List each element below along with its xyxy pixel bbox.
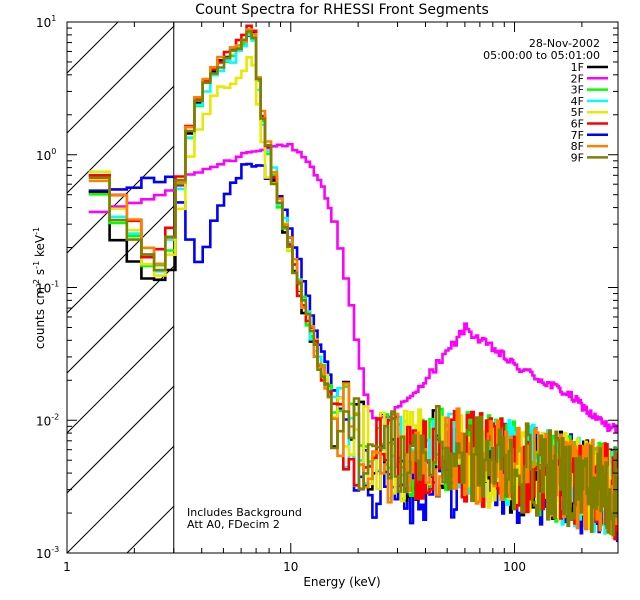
y-tick-label: 10-2 [36,412,59,428]
legend-label-7F: 7F [571,129,584,142]
axis-ticks [66,21,618,554]
x-tick-label: 10 [283,560,298,574]
x-tick-labels: 1 10 100 [63,560,526,574]
time-range: 05:00:00 to 05:01:00 [483,49,600,62]
series-line-9F [88,30,618,537]
x-axis-label: Energy (keV) [303,575,380,589]
y-tick-label: 100 [36,147,56,163]
y-tick-label: 10-1 [36,280,59,296]
hatch-line [67,265,174,374]
x-tick-label: 100 [503,560,526,574]
chart-title: Count Spectra for RHESSI Front Segments [195,2,489,18]
y-tick-label: 101 [36,14,56,30]
legend-label-2F: 2F [571,72,584,85]
x-tick-label: 1 [63,560,71,574]
legend-label-5F: 5F [571,106,584,119]
annotation-attenuator: Att A0, FDecim 2 [187,518,280,531]
observation-date: 28-Nov-2002 [529,37,600,50]
legend-label-6F: 6F [571,118,584,131]
excluded-region-hatch [67,22,174,553]
y-tick-label: 10-3 [36,545,59,561]
legend-label-3F: 3F [571,84,584,97]
hatch-line [67,445,174,553]
legend-label-4F: 4F [571,95,584,108]
series-line-2F [88,142,618,434]
hatch-line [67,205,174,314]
hatch-line [67,25,174,134]
y-axis-label: counts cm-2 s-1 keV-1 [32,227,47,349]
legend-label-8F: 8F [571,140,584,153]
y-tick-labels: 10-3 10-2 10-1 100 101 [36,14,59,561]
hatch-line [67,385,174,494]
legend-label-1F: 1F [571,61,584,74]
series-lines [88,24,618,543]
annotation-background: Includes Background [187,506,302,519]
legend-label-9F: 9F [571,151,584,164]
hatch-line [67,85,174,194]
